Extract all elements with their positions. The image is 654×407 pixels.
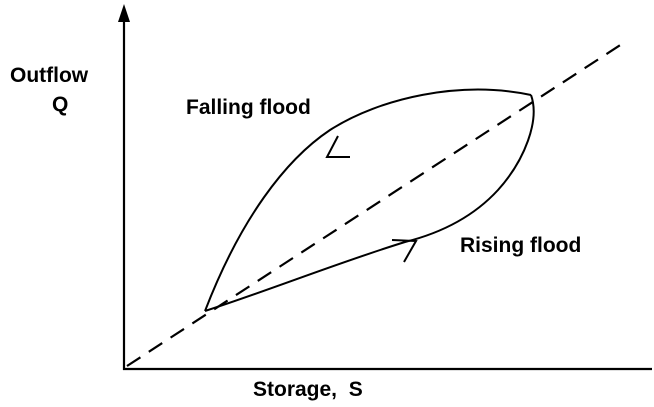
x-axis-label-storage: Storage, S — [253, 378, 363, 401]
falling-flood-curve — [204, 88, 532, 312]
dashed-reference-line — [126, 39, 629, 367]
falling-flood-arrow-icon — [325, 135, 350, 158]
falling-flood-label: Falling flood — [186, 96, 311, 119]
y-axis-label-outflow: Outflow — [10, 64, 89, 87]
y-axis-label-q: Q — [52, 93, 69, 116]
rising-flood-label: Rising flood — [460, 234, 582, 257]
rising-flood-curve — [204, 94, 535, 312]
rising-flood-arrow-icon — [391, 239, 418, 263]
y-axis-arrowhead — [118, 4, 130, 22]
